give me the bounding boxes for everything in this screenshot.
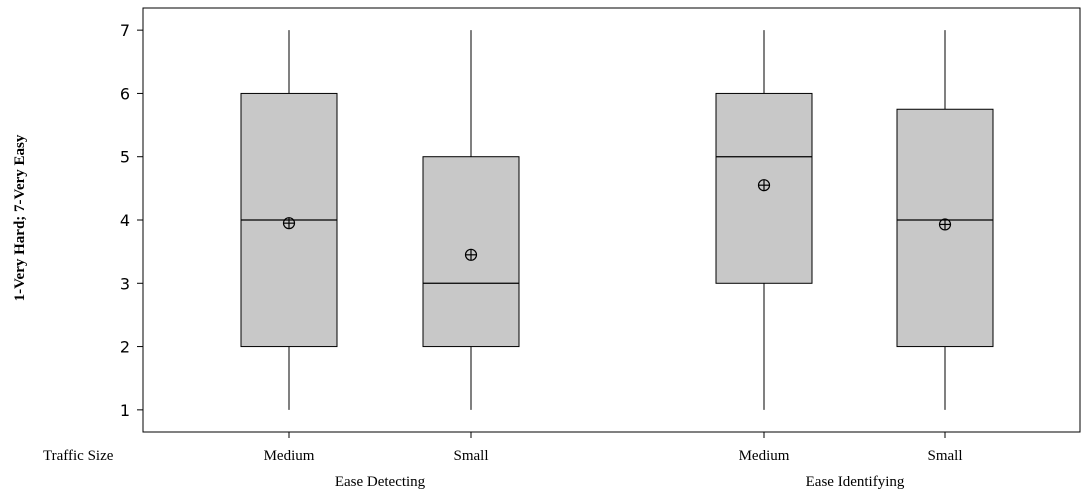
mean-marker xyxy=(757,179,771,192)
group-label: Ease Detecting xyxy=(335,474,426,490)
box xyxy=(715,30,813,410)
category-label: Small xyxy=(453,448,488,464)
group-label: Ease Identifying xyxy=(806,474,905,490)
category-label: Small xyxy=(927,448,962,464)
category-label: Medium xyxy=(264,448,315,464)
y-axis-ticks: 1 2 3 4 5 6 7 xyxy=(120,21,143,420)
y-axis-label: 1-Very Hard; 7-Very Easy xyxy=(12,134,28,301)
mean-marker xyxy=(464,248,478,261)
category-labels: Medium Small Ease Detecting Medium Small Ease… xyxy=(264,432,963,490)
y-tick-label: 3 xyxy=(120,274,130,293)
y-tick-label: 7 xyxy=(120,21,130,40)
category-label: Medium xyxy=(739,448,790,464)
row-label-traffic-size: Traffic Size xyxy=(43,448,114,464)
box xyxy=(896,30,994,410)
mean-marker xyxy=(938,218,952,231)
y-tick-label: 6 xyxy=(120,84,130,103)
box-series xyxy=(240,30,994,410)
y-tick-label: 5 xyxy=(120,148,130,167)
mean-marker xyxy=(282,217,296,230)
box xyxy=(422,30,520,410)
y-tick-label: 4 xyxy=(120,211,130,230)
y-tick-label: 2 xyxy=(120,338,130,357)
box xyxy=(240,30,338,410)
y-tick-label: 1 xyxy=(120,401,130,420)
